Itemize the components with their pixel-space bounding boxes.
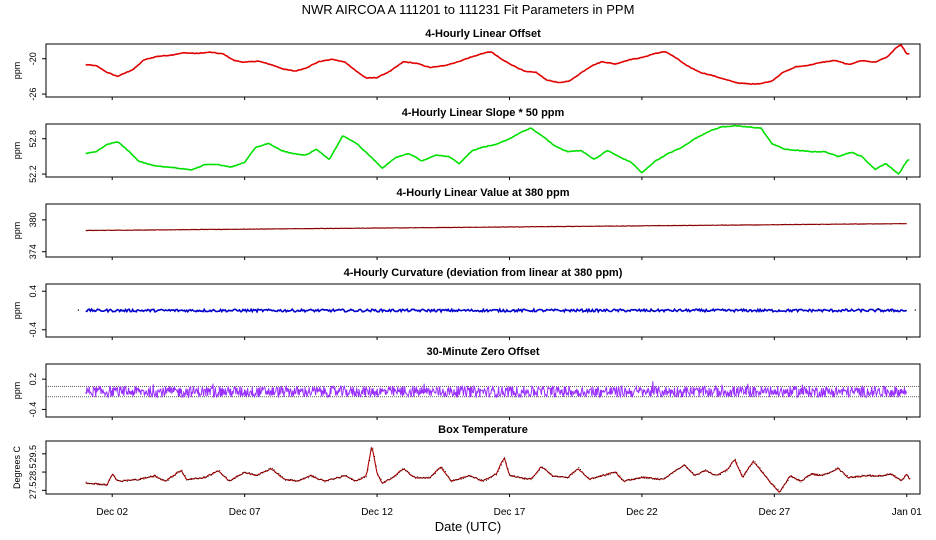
outlier-point [914,309,916,311]
outlier-point [77,309,79,311]
y-axis-label: ppm [12,222,22,240]
y-tick-label: -20 [28,52,38,65]
x-axis: Dec 02 Dec 07 Dec 12 Dec 17 Dec 22 Dec 27 Jan … [96,507,922,518]
y-tick-label: 0.4 [28,285,38,298]
y-tick-label: 29.5 [28,445,38,463]
x-tick-label: Dec 02 [96,507,128,518]
x-tick-label: Dec 27 [758,507,790,518]
x-tick-label: Dec 17 [494,507,526,518]
panel-title: 30-Minute Zero Offset [426,346,539,358]
panel-offset: 4-Hourly Linear Offset ppm -20 -26 [12,28,921,101]
panel-title: 4-Hourly Linear Offset [425,28,541,40]
series-points-temperature [85,447,911,492]
outlier-point [890,310,893,312]
series-line-zero [85,381,908,400]
y-tick-label: -0.4 [28,402,38,418]
y-tick-label: 0.2 [28,373,38,386]
panel-frame [45,43,921,98]
panel-title: 4-Hourly Curvature (deviation from linea… [344,267,623,279]
x-tick-label: Dec 07 [229,507,261,518]
x-axis-label: Date (UTC) [435,519,501,534]
panel-title: Box Temperature [438,424,528,436]
panel-zero: 30-Minute Zero Offset ppm 0.2 -0.4 [12,346,921,420]
x-tick-label: Dec 12 [361,507,393,518]
y-tick-label: 380 [28,212,38,227]
outlier-point [652,310,654,312]
panel-group: 4-Hourly Linear Offsetppm-20-264-Hourly … [12,28,921,500]
panel-temperature: Box Temperature Degrees C 29.528.527.5 [12,424,921,500]
panel-frame [45,440,921,495]
y-tick-label: -26 [28,88,38,101]
outlier-point [877,308,879,310]
series-line-offset [85,44,910,86]
y-axis-label: ppm [12,302,22,320]
panel-title: 4-Hourly Linear Slope * 50 ppm [402,107,565,119]
y-axis-label: ppm [12,142,22,160]
series-line-value [85,222,907,232]
main-title: NWR AIRCOA A 111201 to 111231 Fit Parame… [302,2,635,17]
y-tick-label: 52.8 [28,130,38,148]
panel-frame [45,283,921,338]
panel-slope: 4-Hourly Linear Slope * 50 ppm ppm 52.8 52.… [12,107,921,183]
panel-frame [45,363,921,418]
panel-title: 4-Hourly Linear Value at 380 ppm [396,187,569,199]
y-axis-label: ppm [12,382,22,400]
y-axis-label: Degrees C [12,445,22,489]
x-tick-label: Dec 22 [626,507,658,518]
y-tick-label: 52.2 [28,165,38,183]
y-tick-label: 374 [28,244,38,259]
panel-frame [45,203,921,258]
series-line-curvature [85,307,907,314]
y-axis-label: ppm [12,62,22,80]
y-tick-label: -0.4 [28,322,38,338]
panel-frame [45,123,921,178]
y-tick-label: 27.5 [28,482,38,500]
series-line-slope [85,124,910,176]
panel-value: 4-Hourly Linear Value at 380 ppm ppm 380 37… [12,187,921,260]
panel-curvature: 4-Hourly Curvature (deviation from linea… [12,267,921,340]
series-line-temperature [85,446,910,493]
y-tick-label: 28.5 [28,463,38,481]
x-tick-label: Jan 01 [892,507,922,518]
